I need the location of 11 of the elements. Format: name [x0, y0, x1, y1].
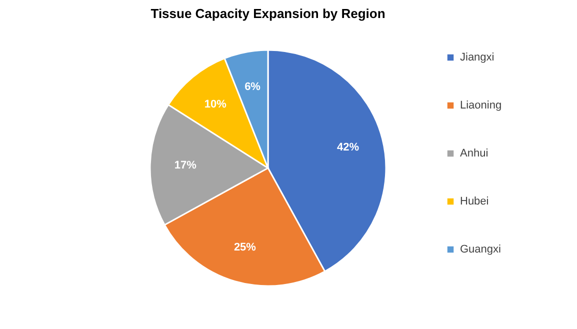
legend-label: Hubei — [460, 196, 489, 208]
legend-label: Guangxi — [460, 244, 501, 256]
data-label: 42% — [336, 141, 360, 154]
data-label: 10% — [204, 98, 227, 110]
chart-title: Tissue Capacity Expansion by Region — [150, 6, 386, 21]
legend-label: Jiangxi — [460, 52, 494, 64]
data-label: 6% — [244, 80, 261, 93]
data-label: 25% — [234, 241, 256, 254]
legend-label: Anhui — [460, 148, 488, 160]
legend-label: Liaoning — [460, 100, 502, 112]
data-label: 17% — [174, 159, 197, 172]
